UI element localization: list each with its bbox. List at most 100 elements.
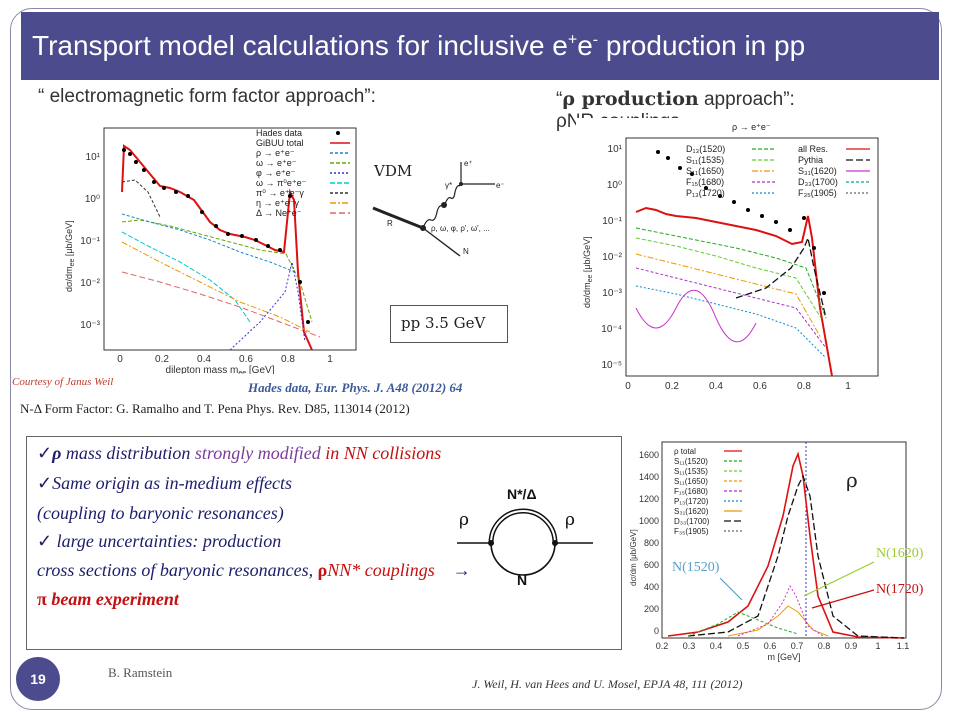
self-energy-loop-diagram: N*/Δ N ρ ρ: [457, 486, 593, 587]
form-factor-approach-heading: “ electromagnetic form factor approach”:: [38, 86, 376, 107]
right-ytick: 10¹: [608, 144, 623, 155]
right-top-plot: ρ → e⁺e⁻ 0 0.2 0.4 0.6 0.8 1 10¹ 10⁰ 10⁻…: [576, 118, 884, 394]
page-number: 19: [16, 657, 60, 701]
left-ytick: 10⁻¹: [80, 236, 100, 247]
form-factor-reference: N-Δ Form Factor: G. Ramalho and T. Pena …: [20, 401, 410, 416]
right-ytick: 10⁻⁵: [601, 360, 622, 371]
left-plot-svg: 0 0.2 0.4 0.6 0.8 1 10¹ 10⁰ 10⁻¹ 10⁻² 10…: [64, 127, 357, 374]
right-ytick: 10⁻⁴: [601, 324, 622, 335]
br-xtick: 1.1: [897, 641, 910, 651]
author-name: B. Ramstein: [108, 665, 173, 680]
left-legend-entry: π⁰ → e⁺e⁻γ: [256, 188, 304, 198]
br-legend-entry: F₃₅(1905): [674, 527, 709, 536]
left-ylabel: dσ/dmee [μb/GeV]: [64, 220, 76, 292]
right-ylabel: dσ/dmee [μb/GeV]: [582, 236, 594, 308]
br-xtick: 0.3: [683, 641, 696, 651]
right-ytick: 10⁻³: [602, 288, 622, 299]
right-xtick: 0.2: [665, 381, 679, 392]
br-ytick: 0: [654, 626, 659, 636]
vdm-meson-line: [422, 205, 444, 229]
line5-a: cross sections of baryonic resonances,: [37, 560, 318, 580]
rho-symbol: ρ: [52, 443, 62, 463]
summary-line-4: ✓ large uncertainties: production: [37, 531, 281, 552]
left-legend-entry: ω → π⁰e⁺e⁻: [256, 178, 307, 188]
hades-data-points: [122, 148, 310, 324]
rho-ee-curve: [121, 213, 296, 273]
check-icon: ✓: [37, 473, 53, 493]
br-ylabel: dσ/dm [μb/GeV]: [629, 529, 638, 586]
right-legend-entry: S₁₁(1650): [686, 166, 724, 176]
left-legend-swatches: [330, 131, 350, 214]
br-xtick: 1: [875, 641, 880, 651]
courtesy-credit: Courtesy of Janus Weil: [12, 376, 114, 388]
left-ytick: 10⁻³: [80, 320, 100, 331]
right-data-points: [656, 150, 826, 295]
omega-ee-curve: [121, 219, 313, 323]
br-xtick: 0.2: [656, 641, 669, 651]
br-xtick: 0.8: [818, 641, 831, 651]
summary-line-3: (coupling to baryonic resonances): [37, 503, 284, 523]
summary-line-2: ✓Same origin as in-medium effects: [37, 473, 292, 494]
hades-reference: Hades data, Eur. Phys. J. A48 (2012) 64: [248, 380, 463, 395]
left-xtick: 0: [117, 354, 123, 365]
right-legend-entry: S₃₁(1620): [798, 166, 837, 176]
loop-top-inner: [490, 510, 556, 544]
pi0-dalitz-curve: [121, 231, 251, 323]
title-text: Transport model calculations for inclusi…: [32, 30, 568, 61]
left-xtick: 0.8: [281, 354, 295, 365]
n1720-label: N(1720): [876, 582, 924, 597]
approach-rho: ρ production: [562, 88, 699, 110]
br-legend-swatches: [724, 450, 742, 532]
left-legend-entry: ω → e⁺e⁻: [256, 158, 297, 168]
loop-rho-right: ρ: [565, 510, 575, 530]
right-xtick: 0.4: [709, 381, 723, 392]
left-xtick: 0.4: [197, 354, 211, 365]
loop-rho-left: ρ: [459, 510, 469, 530]
left-legend-entry: Δ → Ne⁺e⁻: [256, 208, 302, 218]
right-legend-entry: P₁₃(1720): [686, 188, 725, 198]
right-legend-swatches: [752, 148, 870, 194]
oscillating-resonance-curve: [635, 289, 757, 343]
right-ytick: 10⁰: [607, 180, 622, 191]
br-ytick: 1600: [639, 450, 659, 460]
vdm-eplus-label: e⁺: [464, 159, 473, 168]
s11-1650-curve: [635, 253, 822, 339]
title-bar: [21, 12, 939, 80]
rho-label: ρ: [846, 468, 858, 492]
right-legend-entry: S₁₁(1535): [686, 155, 724, 165]
right-xtick: 1: [845, 381, 851, 392]
vdm-gamma-label: γ*: [445, 181, 452, 190]
delta-dalitz-curve: [121, 271, 321, 338]
br-legend-entry: P₁₃(1720): [674, 497, 709, 506]
vdm-feynman-diagram: R N γ* e⁺ e⁻ ρ, ω, φ, ρ', ω', ...: [365, 158, 510, 268]
br-xlabel: m [GeV]: [767, 652, 800, 662]
line1-nn-collisions: in NN collisions: [320, 443, 442, 463]
pythia-br-curve: [687, 474, 905, 639]
br-legend-entry: S₁₁(1520): [674, 457, 708, 466]
rho-ee-reaction: ρ → e⁺e⁻: [732, 122, 771, 132]
right-legend-entry: D₁₃(1520): [686, 144, 725, 154]
bottom-right-axes: [661, 441, 907, 639]
br-ytick: 600: [644, 560, 659, 570]
title-sup-minus: -: [592, 31, 599, 49]
br-ytick: 400: [644, 582, 659, 592]
summary-line-6: π beam experiment: [37, 589, 179, 610]
vdm-R-label: R: [387, 219, 393, 228]
vdm-eminus-label: e⁻: [496, 181, 505, 190]
br-legend-entry: D₃₃(1700): [674, 517, 710, 526]
br-ytick: 800: [644, 538, 659, 548]
line5-couplings: NN* couplings: [327, 560, 435, 580]
br-legend-entry: S₁₁(1535): [674, 467, 708, 476]
n1520-label: N(1520): [672, 560, 720, 575]
rho-total-curve: [667, 451, 905, 639]
right-xtick: 0: [625, 381, 631, 392]
vdm-diagram-svg: R N γ* e⁺ e⁻ ρ, ω, φ, ρ', ω', ...: [372, 159, 505, 257]
vdm-nucleon-line: [422, 227, 461, 257]
title-text-e: e: [577, 30, 593, 61]
line6-beam-experiment: beam experiment: [46, 589, 179, 609]
title-text-end: production in pp: [598, 30, 806, 61]
right-legend-entry: D₃₃(1700): [798, 177, 838, 187]
d13-curve: [635, 227, 827, 319]
n1520-curve: [687, 611, 799, 637]
eta-dalitz-curve: [121, 241, 311, 333]
